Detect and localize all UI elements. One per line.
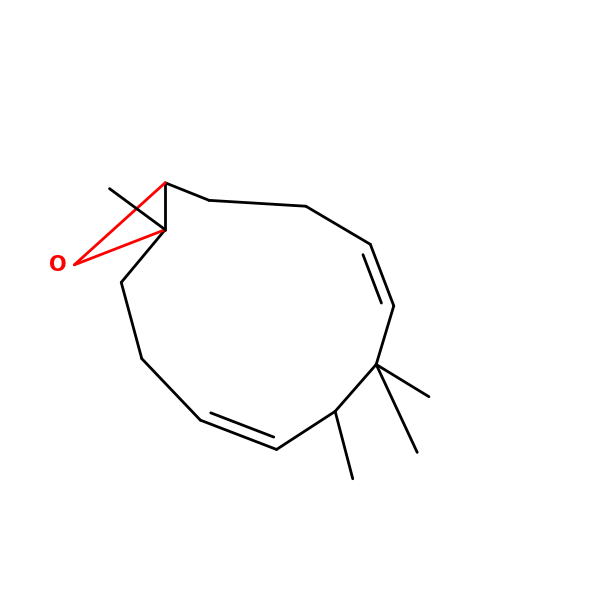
Text: O: O	[49, 255, 67, 275]
